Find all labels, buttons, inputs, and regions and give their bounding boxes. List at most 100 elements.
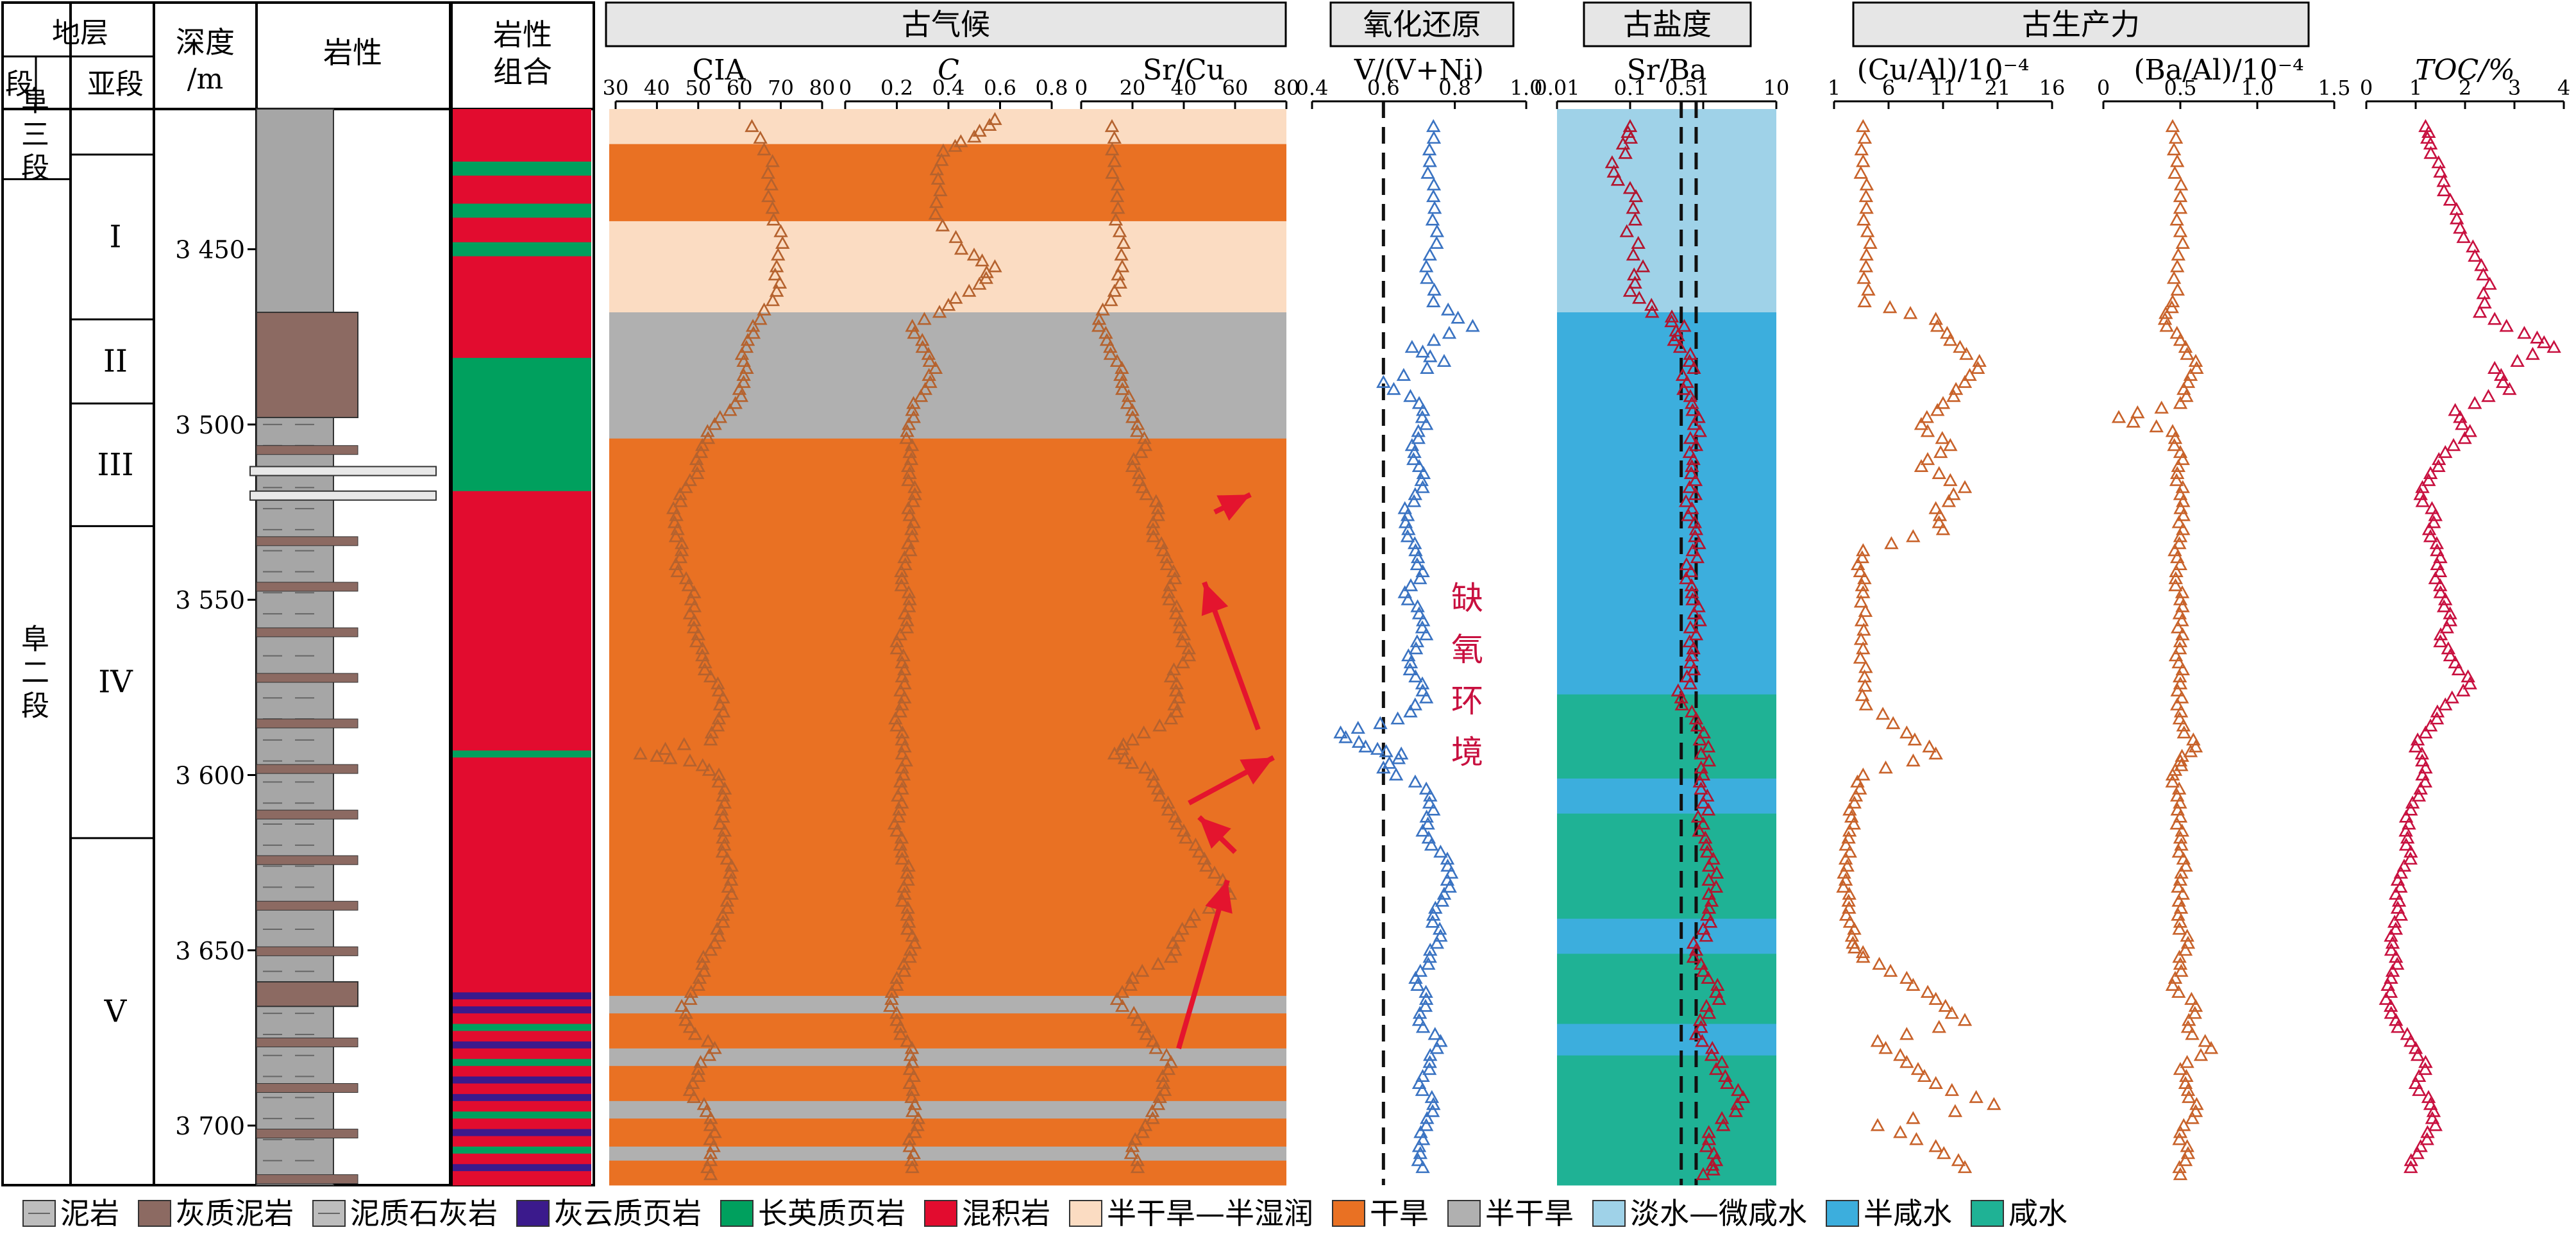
data-point-vvni <box>1429 235 1444 249</box>
group-header-box <box>1329 1 1515 47</box>
data-point-toc <box>2466 239 2480 253</box>
data-point-cual <box>1957 480 1973 493</box>
data-point-srcu <box>1157 1083 1172 1096</box>
data-point-vvni <box>1423 1048 1438 1061</box>
panel-tick-label: 0.5 <box>1665 76 1697 100</box>
data-point-vvni <box>1420 271 1435 284</box>
data-point-cia <box>658 741 673 755</box>
data-point-cual <box>1856 271 1871 284</box>
data-point-vvni <box>1420 1111 1435 1124</box>
data-point-srcu <box>1159 1048 1174 1061</box>
data-point-srcu <box>1135 1125 1150 1138</box>
data-point-baal <box>2171 984 2186 998</box>
data-point-cual <box>1855 687 1870 702</box>
data-point-c <box>929 195 944 208</box>
data-point-baal <box>2159 319 2174 332</box>
data-point-baal <box>2172 669 2187 682</box>
data-point-srcu <box>1171 690 1186 704</box>
data-point-vvni <box>1426 333 1442 346</box>
data-point-baal <box>2187 1006 2202 1019</box>
data-point-srcu <box>1105 142 1120 156</box>
data-point-srba <box>1735 1090 1751 1103</box>
data-point-toc <box>2431 155 2446 169</box>
data-point-toc <box>2432 564 2448 577</box>
data-point-srba <box>1622 283 1638 297</box>
data-point-vvni <box>1422 1055 1437 1068</box>
panel-tick-label: 50 <box>685 76 711 100</box>
data-point-baal <box>2171 515 2187 528</box>
data-point-srcu <box>1161 795 1175 809</box>
data-point-vvni <box>1411 396 1427 409</box>
data-point-toc <box>2445 690 2459 704</box>
data-point-vvni <box>1426 177 1442 190</box>
data-point-c <box>928 207 943 220</box>
data-point-srcu <box>1145 522 1161 535</box>
data-point-srcu <box>1126 1006 1141 1019</box>
data-point-c <box>904 522 919 535</box>
data-point-toc <box>2418 1061 2433 1075</box>
data-point-srba <box>1682 634 1697 648</box>
data-point-cual <box>1842 845 1857 858</box>
data-point-srba <box>1684 578 1699 591</box>
data-point-c <box>893 1027 908 1040</box>
data-point-cual <box>1920 451 1935 466</box>
data-point-srcu <box>1145 1111 1160 1124</box>
panel-label-baal: (Ba/Al)/10⁻⁴ <box>2134 54 2303 87</box>
data-point-c <box>883 999 898 1012</box>
data-point-baal <box>2185 1027 2200 1040</box>
data-point-srba <box>1696 795 1711 809</box>
data-point-toc <box>2408 739 2423 753</box>
data-point-srcu <box>1207 865 1222 879</box>
data-point-toc <box>2430 704 2445 718</box>
panel-tick-label: 60 <box>727 76 753 100</box>
data-point-c <box>902 592 917 605</box>
assoc-layer <box>453 1164 591 1172</box>
data-point-toc <box>2403 802 2418 816</box>
data-point-vvni <box>1416 613 1431 627</box>
data-point-vvni <box>1415 1068 1430 1083</box>
data-point-c <box>889 634 904 648</box>
data-point-c <box>972 276 987 290</box>
data-point-baal <box>2126 414 2141 428</box>
data-point-srcu <box>1107 283 1122 297</box>
trend-arrow-head <box>1199 817 1231 849</box>
data-point-cia <box>720 900 735 914</box>
data-point-cual <box>1859 177 1874 190</box>
data-point-srcu <box>1171 929 1186 942</box>
segment-label: 阜二段 <box>21 623 49 723</box>
data-point-vvni <box>1400 508 1415 521</box>
data-point-baal <box>2171 248 2186 261</box>
panel-tick-label: 0.1 <box>1614 76 1647 100</box>
data-point-vvni <box>1418 690 1434 704</box>
data-point-srba <box>1696 725 1712 739</box>
panel-tick-label: 6 <box>1882 76 1895 100</box>
data-point-toc <box>2525 346 2540 360</box>
data-point-srba <box>1703 915 1718 928</box>
data-point-toc <box>2530 330 2545 344</box>
data-point-srba <box>1683 466 1699 479</box>
data-point-cual <box>1943 473 1958 486</box>
data-point-srba <box>1687 606 1701 620</box>
data-point-baal <box>2172 922 2187 935</box>
data-point-srba <box>1664 309 1679 323</box>
data-point-c <box>889 970 904 984</box>
data-point-baal <box>2165 767 2180 780</box>
data-point-cia <box>712 929 727 942</box>
data-point-srba <box>1626 201 1640 214</box>
data-point-c <box>982 117 997 131</box>
assoc-layer <box>453 1111 591 1119</box>
data-point-vvni <box>1425 212 1440 226</box>
data-point-c <box>889 718 904 732</box>
data-point-srcu <box>1130 1153 1145 1167</box>
data-point-srcu <box>1132 473 1147 486</box>
salinity-zone <box>1557 1024 1776 1056</box>
data-point-baal <box>2169 473 2184 486</box>
panel-tick-label: 1.0 <box>2241 76 2274 100</box>
data-point-toc <box>2421 124 2436 138</box>
data-point-baal <box>2173 915 2188 928</box>
data-point-cia <box>764 177 779 190</box>
data-point-c <box>954 241 969 255</box>
data-point-srba <box>1701 1125 1716 1138</box>
data-point-c <box>894 564 909 577</box>
